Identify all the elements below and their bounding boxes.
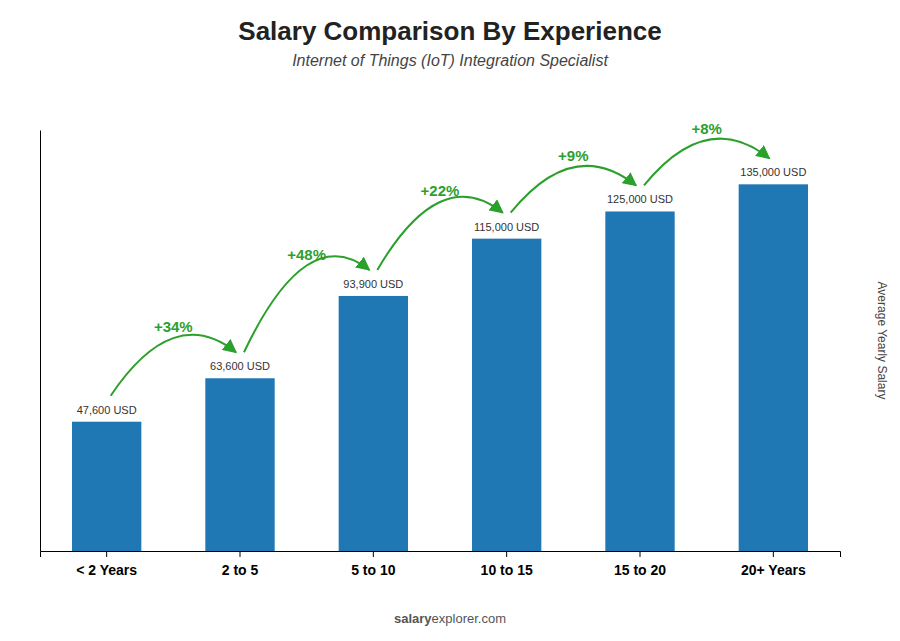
x-axis-line xyxy=(41,552,841,558)
growth-arrow xyxy=(111,335,236,396)
x-tick-label: 20+ Years xyxy=(741,562,806,578)
growth-annotations: +34% +48% +22% +9% +8% xyxy=(111,120,770,396)
x-tick-label: 2 to 5 xyxy=(222,562,259,578)
bar xyxy=(472,239,541,551)
plot: < 2 Years 2 to 5 5 to 10 10 to 15 15 to 20 20… xyxy=(41,120,841,578)
x-tick: 15 to 20 xyxy=(614,551,666,578)
x-tick-mark xyxy=(506,551,507,557)
x-tick-label: 15 to 20 xyxy=(614,562,666,578)
x-tick: 5 to 10 xyxy=(351,551,396,578)
x-tick: 2 to 5 xyxy=(222,551,259,578)
x-axis: < 2 Years 2 to 5 5 to 10 10 to 15 15 to 20 20… xyxy=(41,551,841,578)
x-tick-mark xyxy=(106,551,107,557)
y-axis-title: Average Yearly Salary xyxy=(875,282,889,400)
x-tick: 20+ Years xyxy=(741,551,806,578)
data-label: 47,600 USD xyxy=(77,404,137,416)
chart: Salary Comparison By Experience Internet … xyxy=(0,0,900,641)
subtitle: Internet of Things (IoT) Integration Spe… xyxy=(292,52,608,69)
x-tick-mark xyxy=(773,551,774,557)
growth-arrow xyxy=(511,166,636,213)
title: Salary Comparison By Experience xyxy=(238,16,661,46)
x-tick-label: 10 to 15 xyxy=(481,562,533,578)
growth-label: +48% xyxy=(287,246,326,263)
data-label: 125,000 USD xyxy=(607,193,673,205)
footer-part: explorer.com xyxy=(432,611,506,626)
x-tick: < 2 Years xyxy=(76,551,137,578)
growth-label: +9% xyxy=(558,147,588,164)
data-label: 115,000 USD xyxy=(474,221,539,233)
x-tick-mark xyxy=(640,551,641,557)
bar xyxy=(205,378,274,551)
data-label: 93,900 USD xyxy=(343,278,403,290)
y-axis-line xyxy=(40,131,41,552)
data-labels: 47,600 USD 63,600 USD 93,900 USD 115,000 US… xyxy=(77,166,807,415)
x-tick-label: 5 to 10 xyxy=(351,562,396,578)
footer: salaryexplorer.com xyxy=(394,611,506,626)
growth-label: +8% xyxy=(691,120,721,137)
footer-part: salary xyxy=(394,611,432,626)
data-label: 63,600 USD xyxy=(210,360,270,372)
y-axis xyxy=(40,131,41,552)
bar xyxy=(605,211,674,551)
x-tick-label: < 2 Years xyxy=(76,562,137,578)
growth-arrow xyxy=(244,256,369,352)
growth-label: +22% xyxy=(421,182,460,199)
bar xyxy=(339,296,408,551)
growth-arrow xyxy=(377,197,502,270)
growth-label: +34% xyxy=(154,318,193,335)
x-tick-mark xyxy=(373,551,374,557)
data-label: 135,000 USD xyxy=(740,166,806,178)
bars xyxy=(72,184,808,551)
bar xyxy=(739,184,808,551)
x-tick: 10 to 15 xyxy=(481,551,533,578)
bar xyxy=(72,422,141,551)
x-tick-mark xyxy=(240,551,241,557)
growth-arrow xyxy=(644,139,769,186)
